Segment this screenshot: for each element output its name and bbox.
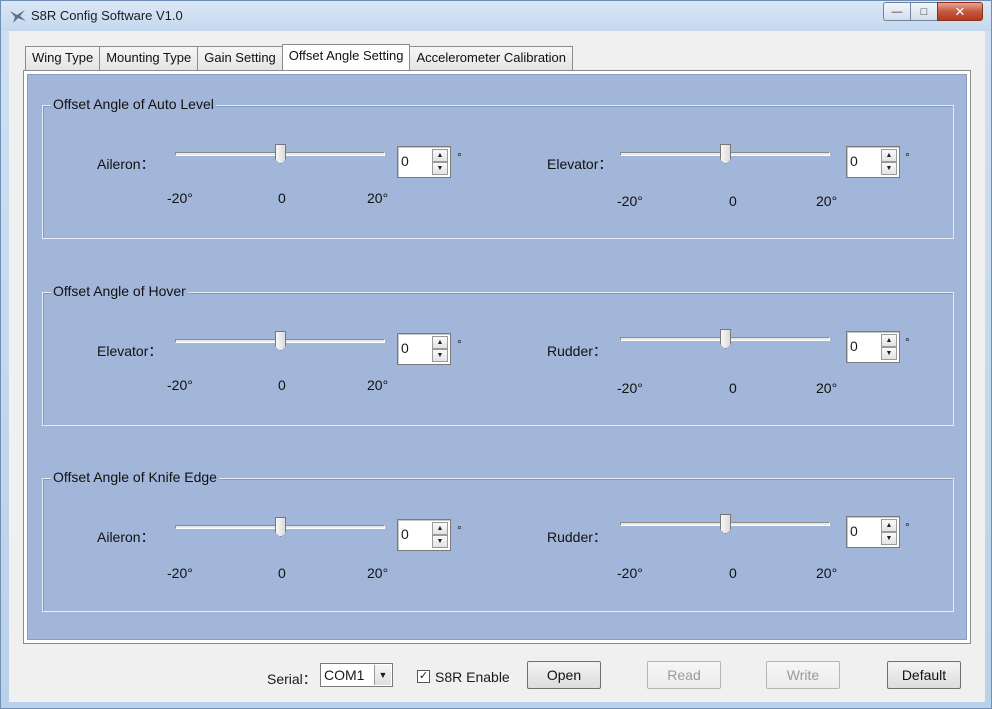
slider-max-label: 20°: [816, 193, 838, 209]
group-auto-level: Offset Angle of Auto Level Aileron： -20°…: [42, 96, 954, 239]
spin-down-icon[interactable]: ▼: [432, 535, 448, 548]
tab-mounting-type[interactable]: Mounting Type: [99, 46, 199, 70]
aileron-spinbox[interactable]: 0 ▲ ▼: [397, 519, 451, 551]
tab-accelerometer-calibration[interactable]: Accelerometer Calibration: [409, 46, 574, 70]
spin-down-icon[interactable]: ▼: [432, 162, 448, 175]
degree-unit: °: [457, 523, 462, 537]
slider-mid-label: 0: [278, 190, 286, 206]
window-controls: — □ ✕: [883, 2, 983, 22]
serial-label: Serial：: [267, 671, 317, 687]
read-button[interactable]: Read: [647, 661, 721, 689]
chevron-down-icon[interactable]: ▼: [374, 665, 391, 685]
bottom-toolbar: Serial： COM1 ▼ ✓ S8R Enable Open Read Wr…: [9, 651, 985, 701]
elevator-slider-thumb[interactable]: [720, 144, 731, 164]
tab-gain-setting[interactable]: Gain Setting: [197, 46, 283, 70]
spin-up-icon[interactable]: ▲: [881, 519, 897, 532]
degree-unit: °: [457, 337, 462, 351]
slider-max-label: 20°: [367, 377, 389, 393]
spinbox-value[interactable]: 0: [850, 153, 858, 169]
spin-up-icon[interactable]: ▲: [881, 334, 897, 347]
degree-unit: °: [905, 150, 910, 164]
spin-down-icon[interactable]: ▼: [881, 162, 897, 175]
degree-unit: °: [905, 335, 910, 349]
s8r-enable-checkbox[interactable]: ✓: [417, 670, 430, 683]
group-title: Offset Angle of Hover: [51, 283, 188, 299]
minimize-button[interactable]: —: [883, 2, 910, 21]
spin-up-icon[interactable]: ▲: [432, 149, 448, 162]
default-button[interactable]: Default: [887, 661, 961, 689]
degree-unit: °: [905, 520, 910, 534]
elevator-spinbox[interactable]: 0 ▲ ▼: [846, 146, 900, 178]
slider-min-label: -20°: [167, 377, 193, 393]
slider-mid-label: 0: [278, 377, 286, 393]
spinbox-value[interactable]: 0: [401, 340, 409, 356]
rudder-slider-thumb[interactable]: [720, 514, 731, 534]
group-knife-edge: Offset Angle of Knife Edge Aileron： -20°…: [42, 469, 954, 612]
close-button[interactable]: ✕: [937, 2, 983, 21]
slider-min-label: -20°: [617, 193, 643, 209]
rudder-spinbox[interactable]: 0 ▲ ▼: [846, 516, 900, 548]
spin-down-icon[interactable]: ▼: [881, 532, 897, 545]
aileron-label: Aileron：: [97, 529, 155, 545]
slider-mid-label: 0: [729, 565, 737, 581]
spinbox-value[interactable]: 0: [401, 526, 409, 542]
maximize-button[interactable]: □: [910, 2, 937, 21]
spin-up-icon[interactable]: ▲: [432, 336, 448, 349]
spinbox-value[interactable]: 0: [850, 523, 858, 539]
aileron-label: Aileron：: [97, 156, 155, 172]
client-area: Wing Type Mounting Type Gain Setting Off…: [9, 31, 985, 702]
serial-port-select[interactable]: COM1 ▼: [320, 663, 393, 687]
slider-min-label: -20°: [617, 565, 643, 581]
panel-background: Offset Angle of Auto Level Aileron： -20°…: [27, 74, 967, 640]
slider-mid-label: 0: [278, 565, 286, 581]
elevator-label: Elevator：: [97, 343, 163, 359]
rudder-label: Rudder：: [547, 343, 607, 359]
spin-down-icon[interactable]: ▼: [881, 347, 897, 360]
group-title: Offset Angle of Auto Level: [51, 96, 216, 112]
spinbox-value[interactable]: 0: [850, 338, 858, 354]
aileron-slider-thumb[interactable]: [275, 517, 286, 537]
elevator-spinbox[interactable]: 0 ▲ ▼: [397, 333, 451, 365]
spin-down-icon[interactable]: ▼: [432, 349, 448, 362]
spin-up-icon[interactable]: ▲: [881, 149, 897, 162]
rudder-spinbox[interactable]: 0 ▲ ▼: [846, 331, 900, 363]
slider-min-label: -20°: [167, 190, 193, 206]
serial-port-value[interactable]: COM1: [324, 667, 365, 683]
slider-mid-label: 0: [729, 193, 737, 209]
slider-max-label: 20°: [367, 190, 389, 206]
slider-max-label: 20°: [367, 565, 389, 581]
offset-angle-panel: Offset Angle of Auto Level Aileron： -20°…: [23, 70, 971, 644]
group-title: Offset Angle of Knife Edge: [51, 469, 219, 485]
aileron-slider-thumb[interactable]: [275, 144, 286, 164]
slider-mid-label: 0: [729, 380, 737, 396]
open-button[interactable]: Open: [527, 661, 601, 689]
aileron-spinbox[interactable]: 0 ▲ ▼: [397, 146, 451, 178]
write-button[interactable]: Write: [766, 661, 840, 689]
spinbox-value[interactable]: 0: [401, 153, 409, 169]
degree-unit: °: [457, 150, 462, 164]
rudder-label: Rudder：: [547, 529, 607, 545]
tab-wing-type[interactable]: Wing Type: [25, 46, 101, 70]
slider-max-label: 20°: [816, 380, 838, 396]
slider-max-label: 20°: [816, 565, 838, 581]
rudder-slider-thumb[interactable]: [720, 329, 731, 349]
title-bar: S8R Config Software V1.0 — □ ✕: [1, 1, 991, 31]
s8r-enable-label[interactable]: S8R Enable: [435, 669, 510, 685]
spin-up-icon[interactable]: ▲: [432, 522, 448, 535]
slider-min-label: -20°: [617, 380, 643, 396]
tab-strip: Wing Type Mounting Type Gain Setting Off…: [25, 44, 574, 70]
slider-min-label: -20°: [167, 565, 193, 581]
elevator-slider-thumb[interactable]: [275, 331, 286, 351]
elevator-label: Elevator：: [547, 156, 613, 172]
group-hover: Offset Angle of Hover Elevator： -20° 0 2…: [42, 283, 954, 426]
plane-icon: [10, 10, 26, 23]
tab-offset-angle-setting[interactable]: Offset Angle Setting: [281, 44, 411, 70]
window-title: S8R Config Software V1.0: [31, 8, 183, 23]
